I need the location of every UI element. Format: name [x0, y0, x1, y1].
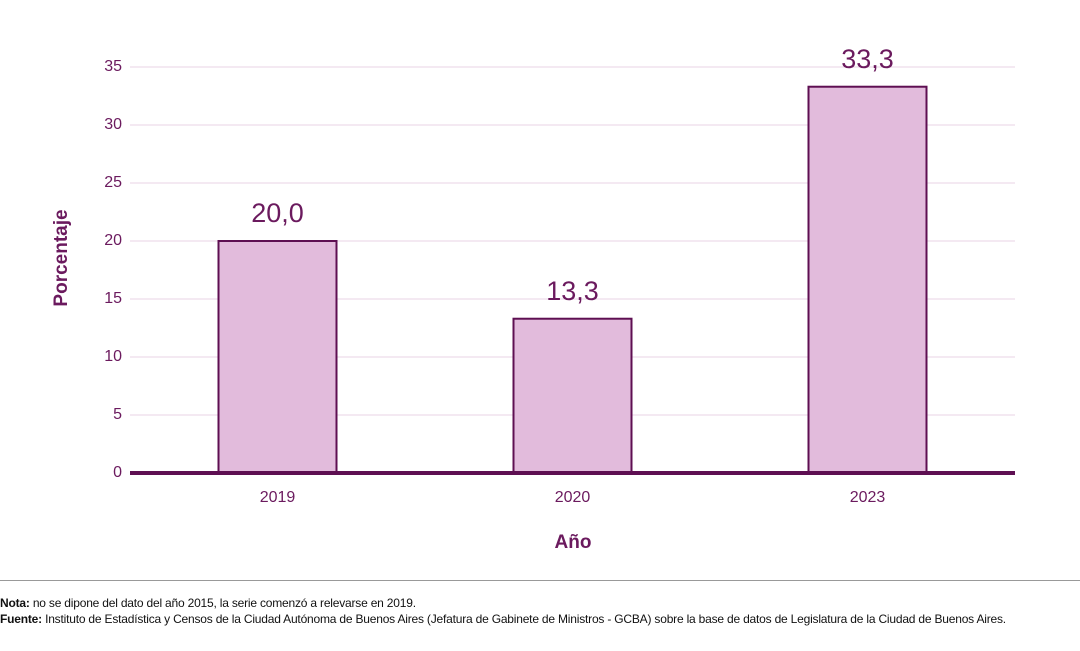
x-tick-label: 2019	[260, 489, 296, 506]
y-tick-label: 20	[104, 232, 122, 249]
x-tick-label: 2023	[850, 489, 886, 506]
note: Nota: no se dipone del dato del año 2015…	[0, 595, 1080, 611]
y-tick-label: 0	[113, 464, 122, 481]
value-label: 33,3	[841, 44, 894, 74]
y-tick-label: 30	[104, 116, 122, 133]
divider	[0, 580, 1080, 581]
bar	[807, 85, 928, 474]
y-tick-label: 15	[104, 290, 122, 307]
bar	[512, 317, 633, 474]
y-axis-title: Porcentaje	[51, 209, 72, 306]
x-tick-label: 2020	[555, 489, 591, 506]
value-label: 20,0	[251, 198, 304, 228]
source: Fuente: Instituto de Estadística y Censo…	[0, 611, 1080, 627]
y-tick-label: 35	[104, 58, 122, 75]
bar	[217, 240, 338, 474]
notes: Nota: no se dipone del dato del año 2015…	[0, 595, 1080, 627]
y-tick-label: 10	[104, 348, 122, 365]
note-text: no se dipone del dato del año 2015, la s…	[32, 596, 416, 610]
x-axis-title: Año	[555, 532, 592, 553]
y-tick-label: 5	[113, 406, 122, 423]
source-label: Fuente:	[0, 612, 42, 626]
note-label: Nota:	[0, 596, 30, 610]
source-text: Instituto de Estadística y Censos de la …	[45, 612, 1006, 626]
chart: Porcentaje Año 0 5 10 15 20 25 30 35 2019 20,0 202…	[51, 44, 1015, 553]
value-label: 13,3	[546, 276, 599, 306]
y-tick-label: 25	[104, 174, 122, 191]
